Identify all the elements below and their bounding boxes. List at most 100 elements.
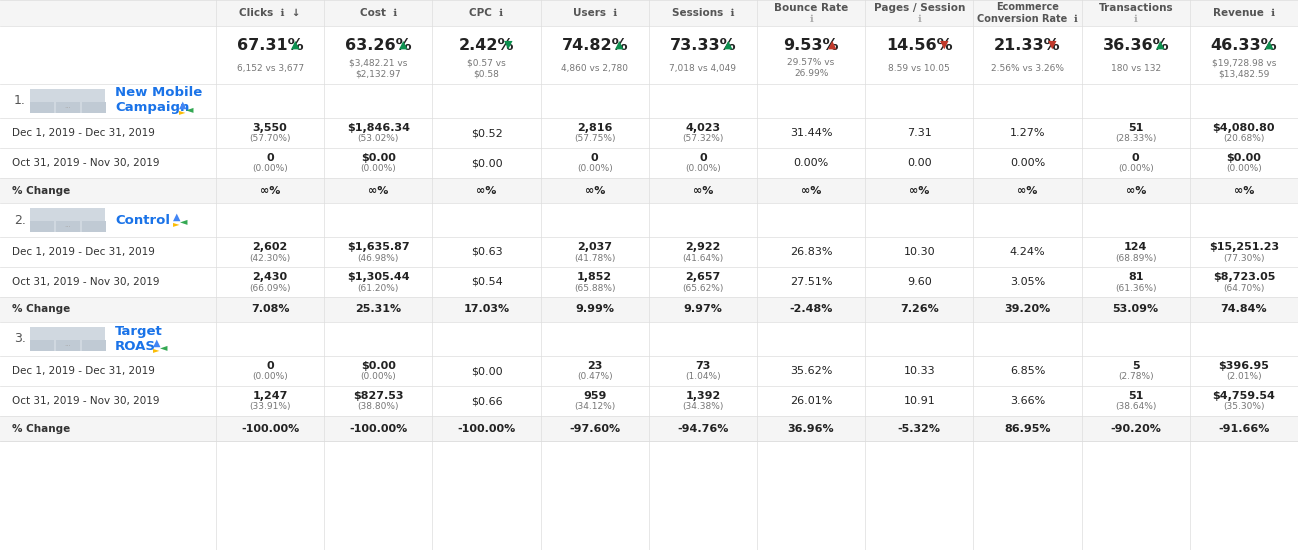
Text: ◄: ◄ xyxy=(179,216,187,226)
Bar xyxy=(30,340,55,351)
Text: $15,251.23: $15,251.23 xyxy=(1208,242,1279,252)
Text: (46.98%): (46.98%) xyxy=(358,254,398,262)
Text: 26.83%: 26.83% xyxy=(790,247,832,257)
Text: 27.51%: 27.51% xyxy=(790,277,832,287)
Text: Pages / Session: Pages / Session xyxy=(874,3,964,13)
Text: 3,550: 3,550 xyxy=(253,123,287,133)
Bar xyxy=(0,0,1298,26)
Text: ▲: ▲ xyxy=(615,40,624,50)
Bar xyxy=(0,416,1298,441)
Text: (61.36%): (61.36%) xyxy=(1115,283,1157,293)
Text: (0.00%): (0.00%) xyxy=(685,164,720,173)
Text: 51: 51 xyxy=(1128,391,1144,401)
Text: 4,023: 4,023 xyxy=(685,123,720,133)
Text: ℹ: ℹ xyxy=(1134,14,1137,24)
Text: $0.63: $0.63 xyxy=(471,247,502,257)
Text: (34.38%): (34.38%) xyxy=(683,403,723,411)
Text: ▲: ▲ xyxy=(1264,40,1273,50)
Text: 81: 81 xyxy=(1128,272,1144,282)
Text: $0.52: $0.52 xyxy=(471,128,502,138)
Text: ∞%: ∞% xyxy=(909,185,929,195)
Text: 6.85%: 6.85% xyxy=(1010,366,1045,376)
Text: (57.32%): (57.32%) xyxy=(683,135,723,144)
Text: % Change: % Change xyxy=(12,185,70,195)
Text: $1,635.87: $1,635.87 xyxy=(347,242,410,252)
Text: 9.60: 9.60 xyxy=(907,277,932,287)
Text: $0.57 vs
$0.58: $0.57 vs $0.58 xyxy=(467,58,506,79)
Text: $0.66: $0.66 xyxy=(471,396,502,406)
Text: 74.82%: 74.82% xyxy=(562,37,628,53)
Text: ∞%: ∞% xyxy=(1125,185,1146,195)
Text: 0.00: 0.00 xyxy=(907,158,932,168)
Bar xyxy=(30,89,105,113)
Text: ▼: ▼ xyxy=(504,40,513,50)
Text: Oct 31, 2019 - Nov 30, 2019: Oct 31, 2019 - Nov 30, 2019 xyxy=(12,396,160,406)
Text: 10.33: 10.33 xyxy=(903,366,935,376)
Text: $0.00: $0.00 xyxy=(361,153,396,163)
Text: Ecommerce: Ecommerce xyxy=(996,2,1059,12)
Text: ▲: ▲ xyxy=(398,40,408,50)
Text: 14.56%: 14.56% xyxy=(887,37,953,53)
Text: (64.70%): (64.70%) xyxy=(1223,283,1264,293)
Bar xyxy=(0,178,1298,203)
Bar xyxy=(0,267,1298,297)
Text: $19,728.98 vs
$13,482.59: $19,728.98 vs $13,482.59 xyxy=(1212,58,1276,79)
Text: (65.62%): (65.62%) xyxy=(683,283,723,293)
Text: (68.89%): (68.89%) xyxy=(1115,254,1157,262)
Text: (38.80%): (38.80%) xyxy=(357,403,398,411)
Text: Campaign: Campaign xyxy=(116,102,190,114)
Text: Conversion Rate  ℹ: Conversion Rate ℹ xyxy=(977,14,1077,24)
Text: ∞%: ∞% xyxy=(476,185,497,195)
Text: 74.84%: 74.84% xyxy=(1220,305,1267,315)
Text: $1,305.44: $1,305.44 xyxy=(347,272,410,282)
Text: 180 vs 132: 180 vs 132 xyxy=(1111,64,1160,73)
Text: 959: 959 xyxy=(583,391,606,401)
Text: 36.96%: 36.96% xyxy=(788,424,835,433)
Text: -94.76%: -94.76% xyxy=(678,424,728,433)
Text: (0.47%): (0.47%) xyxy=(576,372,613,382)
Text: ℹ: ℹ xyxy=(809,14,813,24)
Text: ▲: ▲ xyxy=(828,40,837,50)
Text: 1,852: 1,852 xyxy=(578,272,613,282)
Bar xyxy=(56,221,80,232)
Text: 5: 5 xyxy=(1132,361,1140,371)
Text: $8,723.05: $8,723.05 xyxy=(1212,272,1275,282)
Text: 63.26%: 63.26% xyxy=(345,37,411,53)
Text: $0.00: $0.00 xyxy=(1227,153,1262,163)
Text: 51: 51 xyxy=(1128,123,1144,133)
Text: -5.32%: -5.32% xyxy=(898,424,941,433)
Text: ∞%: ∞% xyxy=(369,185,388,195)
Text: % Change: % Change xyxy=(12,424,70,433)
Text: Transactions: Transactions xyxy=(1098,3,1173,13)
Text: New Mobile: New Mobile xyxy=(116,86,202,100)
Text: 0.00%: 0.00% xyxy=(1010,158,1045,168)
Bar xyxy=(82,102,106,113)
Text: Oct 31, 2019 - Nov 30, 2019: Oct 31, 2019 - Nov 30, 2019 xyxy=(12,158,160,168)
Text: 1.27%: 1.27% xyxy=(1010,128,1045,138)
Text: 67.31%: 67.31% xyxy=(236,37,304,53)
Text: $0.54: $0.54 xyxy=(471,277,502,287)
Text: (57.75%): (57.75%) xyxy=(574,135,615,144)
Text: (28.33%): (28.33%) xyxy=(1115,135,1157,144)
Text: 2,657: 2,657 xyxy=(685,272,720,282)
Text: ...: ... xyxy=(64,103,71,109)
Text: ◄: ◄ xyxy=(186,104,193,114)
Text: 86.95%: 86.95% xyxy=(1005,424,1051,433)
Text: Users  ℹ: Users ℹ xyxy=(572,8,617,18)
Text: 2.42%: 2.42% xyxy=(458,37,514,53)
Text: (20.68%): (20.68%) xyxy=(1223,135,1264,144)
Text: (0.00%): (0.00%) xyxy=(361,164,396,173)
Text: (1.04%): (1.04%) xyxy=(685,372,720,382)
Text: % Change: % Change xyxy=(12,305,70,315)
Text: 7,018 vs 4,049: 7,018 vs 4,049 xyxy=(670,64,736,73)
Text: -100.00%: -100.00% xyxy=(457,424,515,433)
Text: ...: ... xyxy=(64,222,71,228)
Text: 0: 0 xyxy=(591,153,598,163)
Text: Revenue  ℹ: Revenue ℹ xyxy=(1212,8,1275,18)
Text: (41.78%): (41.78%) xyxy=(574,254,615,262)
Text: ∞%: ∞% xyxy=(1233,185,1254,195)
Text: 7.26%: 7.26% xyxy=(900,305,938,315)
Text: CPC  ℹ: CPC ℹ xyxy=(470,8,504,18)
Text: (53.02%): (53.02%) xyxy=(358,135,398,144)
Text: ►: ► xyxy=(179,107,186,117)
